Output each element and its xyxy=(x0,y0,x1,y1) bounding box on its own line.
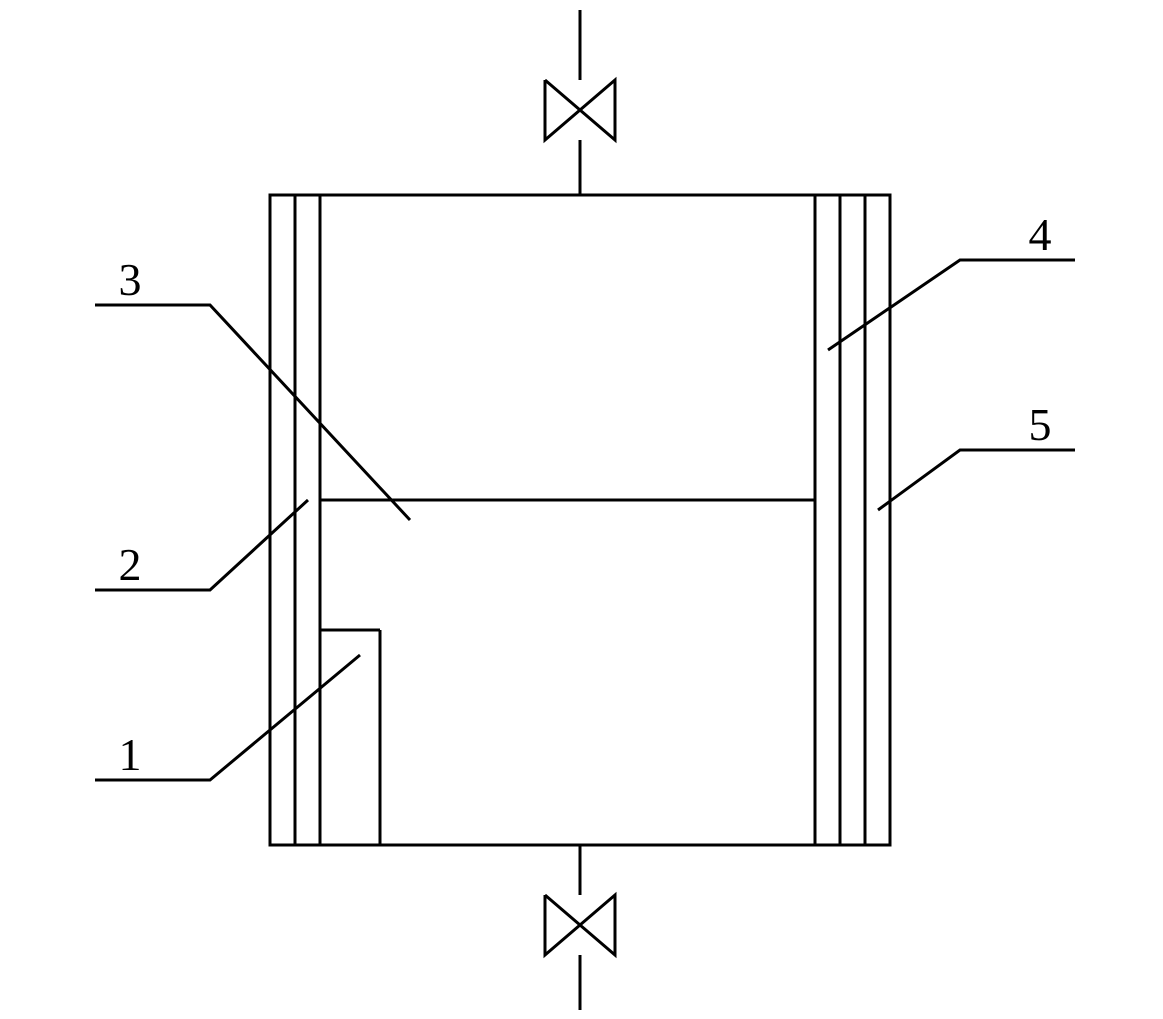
callout-4-leader xyxy=(828,260,1010,350)
callout-3-label: 3 xyxy=(119,254,142,305)
callout-2-leader xyxy=(160,500,308,590)
callout-1-leader xyxy=(160,655,360,780)
callout-3-leader xyxy=(160,305,410,520)
callout-5-leader xyxy=(878,450,1010,510)
callout-2-label: 2 xyxy=(119,539,142,590)
top-valve-icon xyxy=(545,80,615,140)
callout-4-label: 4 xyxy=(1029,209,1052,260)
callout-1-label: 1 xyxy=(119,729,142,780)
vessel-outer xyxy=(270,195,890,845)
bottom-valve-icon xyxy=(545,895,615,955)
callout-5-label: 5 xyxy=(1029,399,1052,450)
